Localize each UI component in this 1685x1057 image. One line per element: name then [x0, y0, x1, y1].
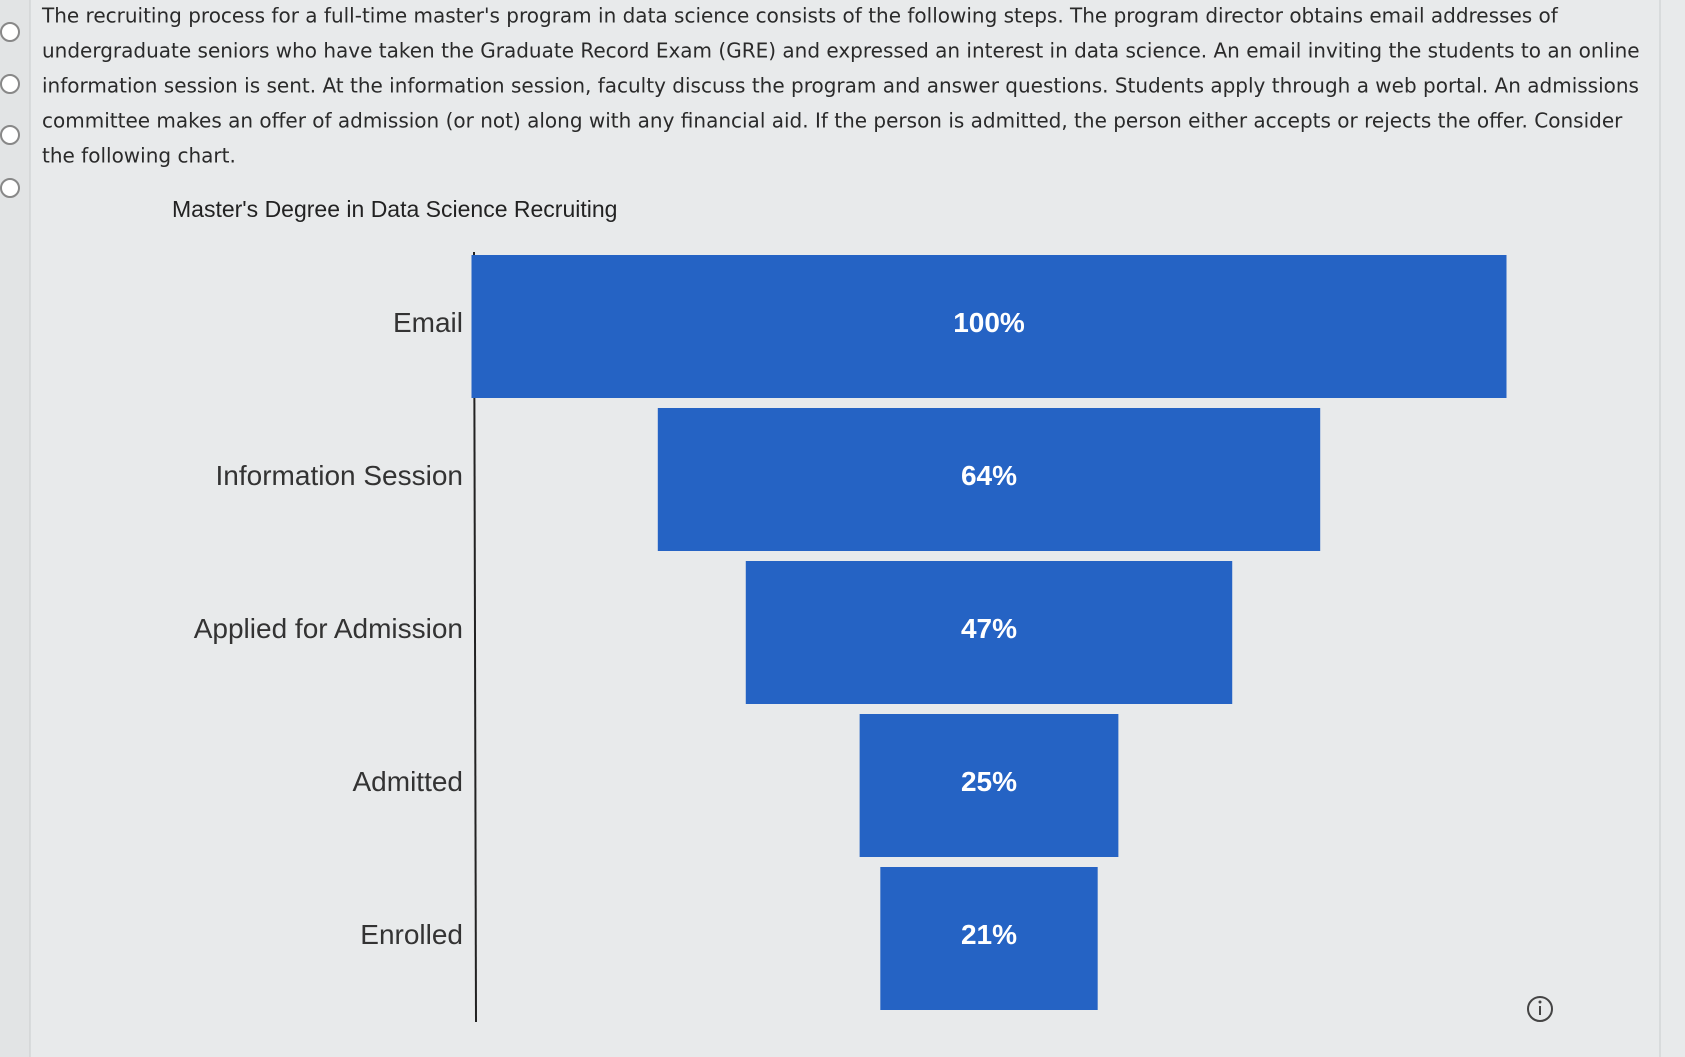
- funnel-bar: [859, 714, 1119, 857]
- question-line: the following chart.: [42, 144, 236, 168]
- radio-button[interactable]: [0, 125, 20, 145]
- question-line: information session is sent. At the info…: [42, 74, 1639, 98]
- category-label: Information Session: [216, 460, 463, 491]
- value-label: 100%: [953, 307, 1025, 338]
- question-line: committee makes an offer of admission (o…: [42, 109, 1623, 133]
- value-label: 47%: [961, 613, 1017, 644]
- funnel-bar: [471, 255, 1507, 398]
- value-label: 21%: [961, 919, 1017, 950]
- funnel-bar: [880, 867, 1098, 1010]
- category-label: Applied for Admission: [194, 613, 463, 644]
- info-icon[interactable]: [1527, 996, 1553, 1022]
- category-label: Enrolled: [360, 919, 463, 950]
- value-label: 64%: [961, 460, 1017, 491]
- radio-button[interactable]: [0, 22, 20, 42]
- question-text: The recruiting process for a full-time m…: [41, 4, 1640, 168]
- question-line: The recruiting process for a full-time m…: [41, 4, 1559, 28]
- radio-button[interactable]: [0, 178, 20, 198]
- side-bar: [0, 0, 30, 1057]
- category-label: Email: [393, 307, 463, 338]
- question-line: undergraduate seniors who have taken the…: [42, 39, 1640, 63]
- info-icon-dot: [1538, 1000, 1542, 1004]
- funnel-bar: [657, 408, 1321, 551]
- category-label: Admitted: [353, 766, 464, 797]
- chart-title: Master's Degree in Data Science Recruiti…: [172, 196, 617, 222]
- value-label: 25%: [961, 766, 1017, 797]
- radio-button[interactable]: [0, 74, 20, 94]
- funnel-bar: [745, 561, 1233, 704]
- chart: 100% Email 64% Information Session 47% Applie…: [194, 255, 1507, 1010]
